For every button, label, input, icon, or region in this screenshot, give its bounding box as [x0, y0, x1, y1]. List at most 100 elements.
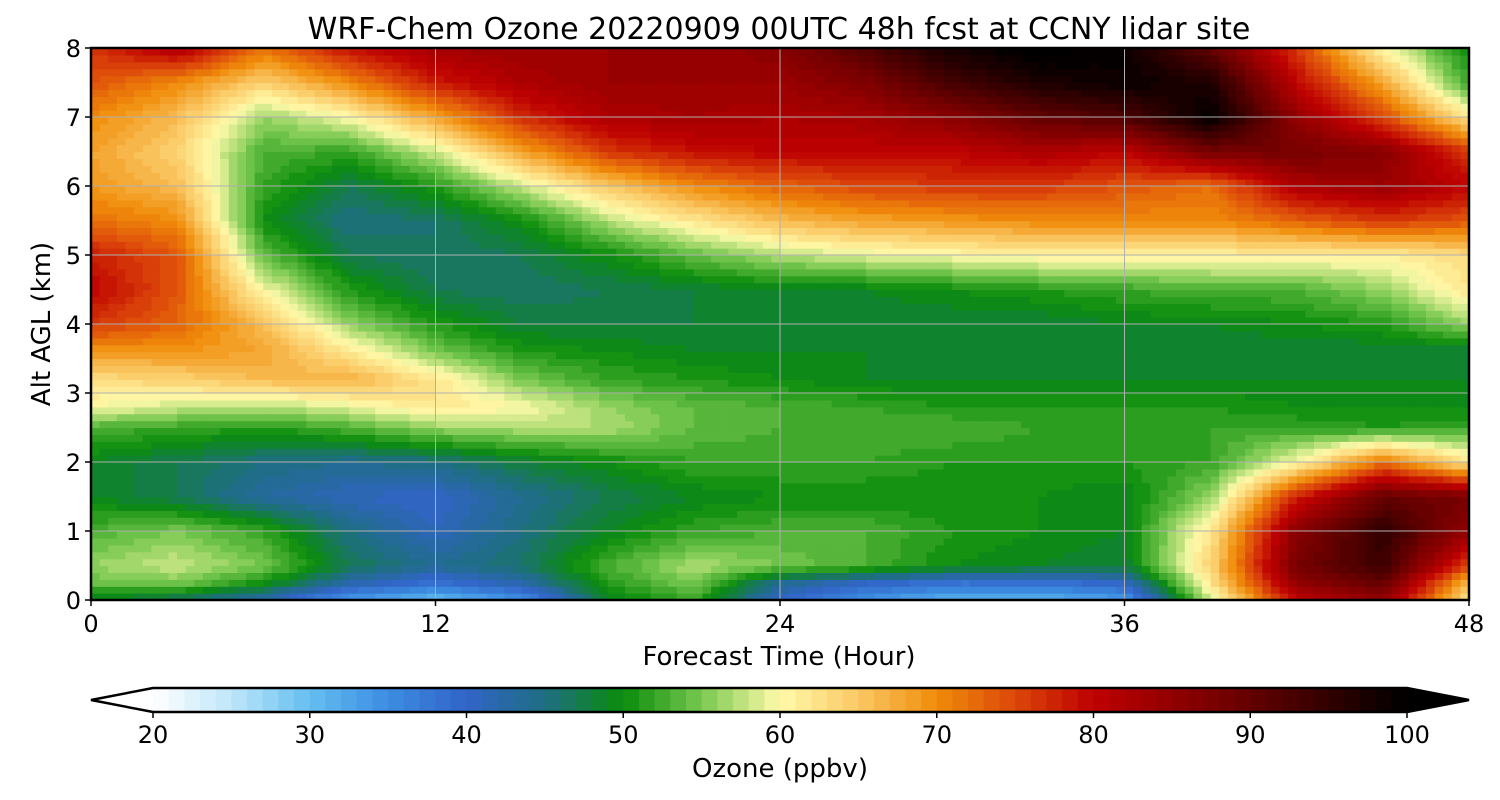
ozone-cell: [323, 489, 333, 498]
ozone-cell: [659, 448, 669, 456]
ozone-cell: [1374, 565, 1384, 573]
ozone-cell: [280, 551, 290, 560]
ozone-cell: [1245, 462, 1255, 470]
ozone-cell: [1141, 572, 1151, 580]
ozone-cell: [900, 503, 910, 511]
ozone-cell: [1296, 434, 1306, 442]
ozone-cell: [900, 531, 910, 539]
ozone-cell: [1236, 386, 1246, 394]
ozone-cell: [1322, 448, 1332, 456]
ozone-cell: [848, 572, 859, 580]
ozone-cell: [538, 510, 549, 518]
ozone-cell: [866, 579, 876, 587]
ozone-cell: [194, 593, 204, 600]
ozone-cell: [1331, 489, 1341, 498]
ozone-cell: [573, 482, 583, 491]
ozone-cell: [1210, 468, 1220, 477]
ozone-cell: [504, 558, 514, 567]
ozone-cell: [254, 420, 264, 429]
ozone-cell: [1331, 475, 1341, 484]
ozone-cell: [237, 475, 247, 484]
ozone-cell: [1055, 393, 1065, 401]
ozone-cell: [469, 393, 480, 401]
ozone-cell: [478, 462, 488, 470]
ozone-cell: [1176, 503, 1186, 511]
ozone-cell: [943, 593, 953, 600]
ozone-cell: [874, 482, 884, 491]
ozone-cell: [745, 399, 755, 408]
ozone-cell: [788, 482, 798, 491]
ozone-cell: [254, 593, 264, 600]
ozone-cell: [1305, 420, 1315, 429]
ozone-cell: [797, 510, 807, 518]
ozone-cell: [711, 551, 721, 560]
ozone-cell: [1460, 544, 1469, 553]
ozone-cell: [874, 475, 884, 484]
ozone-cell: [616, 510, 626, 518]
ozone-cell: [823, 434, 833, 442]
ozone-cell: [1305, 531, 1315, 539]
ozone-cell: [297, 448, 307, 456]
ozone-cell: [1141, 517, 1151, 525]
ozone-cell: [685, 393, 695, 401]
ozone-cell: [263, 455, 273, 463]
ozone-cell: [1443, 593, 1453, 600]
ozone-cell: [1150, 572, 1160, 580]
ozone-cell: [357, 558, 368, 567]
ozone-cell: [1348, 565, 1358, 573]
ozone-cell: [599, 572, 609, 580]
ozone-cell: [375, 510, 385, 518]
ozone-cell: [202, 386, 213, 394]
ozone-cell: [246, 434, 256, 442]
ozone-cell: [831, 558, 841, 567]
ozone-cell: [134, 524, 144, 532]
ozone-cell: [1029, 496, 1039, 504]
ozone-cell: [228, 475, 239, 484]
ozone-cell: [599, 579, 609, 587]
ozone-cell: [452, 572, 462, 580]
ozone-cell: [1210, 475, 1220, 484]
ozone-cell: [1451, 558, 1461, 567]
ozone-cell: [1115, 572, 1126, 580]
ozone-cell: [108, 551, 118, 560]
ozone-cell: [375, 399, 385, 408]
ozone-cell: [659, 455, 669, 463]
ozone-cell: [357, 379, 368, 387]
ozone-cell: [1046, 537, 1057, 546]
ozone-cell: [857, 427, 867, 435]
ozone-cell: [168, 448, 178, 456]
ozone-cell: [685, 586, 695, 594]
ozone-cell: [538, 434, 549, 442]
ozone-cell: [142, 558, 152, 567]
ozone-cell: [581, 489, 592, 498]
ozone-cell: [99, 558, 109, 567]
ozone-cell: [469, 544, 480, 553]
ozone-cell: [556, 565, 566, 573]
ozone-cell: [504, 544, 514, 553]
ozone-cell: [685, 399, 695, 408]
ozone-cell: [1425, 593, 1436, 600]
ozone-cell: [426, 427, 437, 435]
ozone-cell: [581, 462, 592, 470]
ozone-cell: [1417, 544, 1427, 553]
ozone-cell: [917, 593, 928, 600]
ozone-cell: [228, 537, 239, 546]
ozone-cell: [633, 399, 643, 408]
ozone-cell: [314, 393, 325, 401]
ozone-cell: [1374, 420, 1384, 429]
ozone-cell: [134, 399, 144, 408]
ozone-cell: [435, 475, 445, 484]
ozone-cell: [831, 420, 841, 429]
ozone-cell: [1046, 558, 1057, 567]
ozone-cell: [728, 586, 738, 594]
ozone-cell: [1305, 517, 1315, 525]
ozone-cell: [1322, 586, 1332, 594]
ozone-cell: [693, 537, 704, 546]
ozone-cell: [1451, 531, 1461, 539]
ozone-cell: [986, 565, 996, 573]
ozone-cell: [357, 468, 368, 477]
ozone-cell: [91, 448, 101, 456]
ozone-cell: [1003, 482, 1014, 491]
ozone-cell: [357, 420, 368, 429]
ozone-cell: [840, 406, 850, 415]
